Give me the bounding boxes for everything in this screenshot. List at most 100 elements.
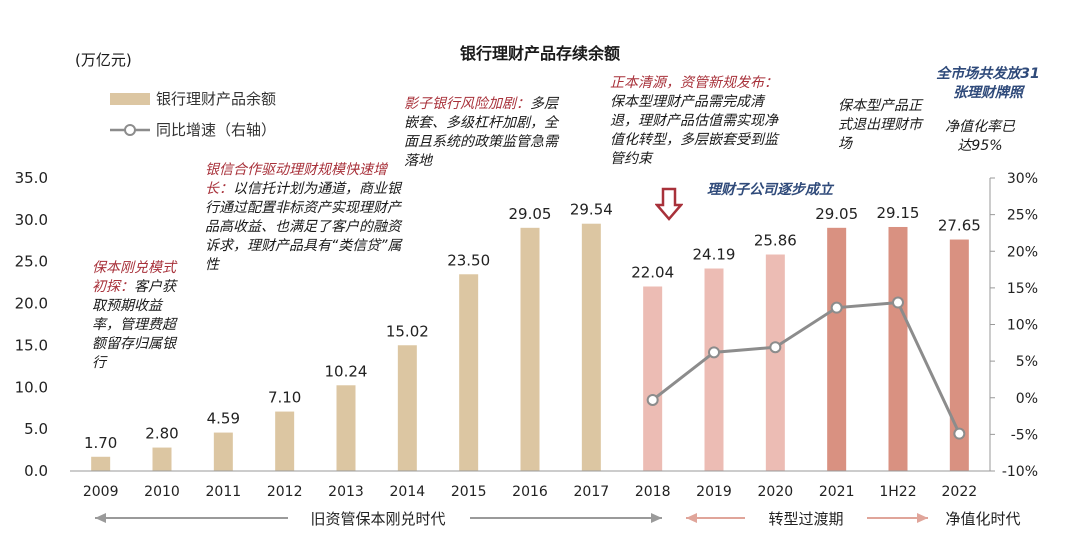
bar-label-2020: 25.86 bbox=[754, 232, 797, 250]
legend-line-swatch bbox=[110, 123, 150, 136]
bar-2012 bbox=[275, 411, 295, 471]
era-arrows: 旧资管保本刚兑时代 转型过渡期 净值化时代 bbox=[95, 510, 1021, 528]
right-tick-5%: 5% bbox=[1016, 354, 1038, 370]
growth-point-2021 bbox=[830, 301, 843, 314]
bar-2016 bbox=[520, 227, 540, 471]
annotation-guarantee-era: 保本刚兑模式初探：客户获取预期收益率，管理费超额留存归属银行 bbox=[92, 260, 176, 371]
era1-arrow-left-head-left bbox=[95, 513, 106, 523]
annotation-licenses: 全市场共发放31张理财牌照 bbox=[936, 66, 1040, 101]
bar-label-1H22: 29.15 bbox=[877, 204, 920, 222]
growth-line-series bbox=[646, 296, 966, 440]
era1-arrow-left bbox=[95, 513, 288, 523]
growth-point-2022 bbox=[953, 427, 966, 440]
down-arrow-icon bbox=[655, 187, 683, 221]
annotation-guaranteed-exit: 保本型产品正式退出理财市场 bbox=[838, 98, 922, 152]
x-tick-2017: 2017 bbox=[574, 484, 610, 500]
era1-arrow-right-head-right bbox=[651, 513, 662, 523]
bar-2022 bbox=[949, 239, 969, 471]
bar-2010 bbox=[152, 447, 172, 471]
bar-2020 bbox=[765, 254, 785, 471]
x-tick-2016: 2016 bbox=[512, 484, 548, 500]
bar-2009 bbox=[91, 456, 111, 471]
left-tick-20.0: 20.0 bbox=[15, 295, 48, 313]
x-tick-2021: 2021 bbox=[819, 484, 855, 500]
right-tick--10%: -10% bbox=[1002, 464, 1038, 480]
legend-line-label: 同比增速（右轴） bbox=[156, 121, 277, 139]
left-tick-10.0: 10.0 bbox=[15, 378, 48, 396]
chart-title: 银行理财产品存续余额 bbox=[459, 44, 620, 63]
right-tick-30%: 30% bbox=[1007, 171, 1038, 187]
left-tick-35.0: 35.0 bbox=[15, 169, 48, 187]
x-tick-2014: 2014 bbox=[390, 484, 426, 500]
bar-label-2009: 1.70 bbox=[84, 434, 117, 452]
bar-label-2022: 27.65 bbox=[938, 217, 981, 235]
axes: 0.0 5.0 10.0 15.0 20.0 25.0 30.0 35.0 -10% -5% 0% 5… bbox=[15, 169, 1038, 500]
bar-2015 bbox=[459, 274, 479, 471]
right-tick-25%: 25% bbox=[1007, 208, 1038, 224]
bar-2019 bbox=[704, 268, 724, 471]
left-axis-unit: (万亿元) bbox=[75, 51, 132, 69]
bar-label-2014: 15.02 bbox=[386, 322, 429, 340]
x-tick-2020: 2020 bbox=[758, 484, 794, 500]
bar-2017 bbox=[581, 223, 601, 471]
legend-bar: 银行理财产品余额 bbox=[110, 88, 276, 109]
growth-point-2020 bbox=[769, 341, 782, 354]
annotation-net-value-rate: 净值化率已达95% bbox=[945, 119, 1015, 154]
era1-arrow-right bbox=[470, 513, 662, 523]
bar-label-2019: 24.19 bbox=[693, 245, 736, 263]
right-tick-10%: 10% bbox=[1007, 318, 1038, 334]
bar-2014 bbox=[397, 345, 417, 471]
legend-line: 同比增速（右轴） bbox=[110, 119, 276, 140]
left-tick-0.0: 0.0 bbox=[24, 462, 48, 480]
left-tick-15.0: 15.0 bbox=[15, 336, 48, 354]
bar-label-2015: 23.50 bbox=[447, 251, 490, 269]
era2-arrow-left bbox=[686, 513, 745, 523]
left-tick-25.0: 25.0 bbox=[15, 253, 48, 271]
annotation-bank-trust: 银信合作驱动理财规模快速增长：以信托计划为通道，商业银行通过配置非标资产实现理财… bbox=[205, 162, 402, 273]
growth-point-2018 bbox=[646, 393, 659, 406]
x-tick-2009: 2009 bbox=[83, 484, 119, 500]
bar-label-2021: 29.05 bbox=[815, 205, 858, 223]
x-tick-2012: 2012 bbox=[267, 484, 303, 500]
left-tick-30.0: 30.0 bbox=[15, 211, 48, 229]
bar-label-2010: 2.80 bbox=[145, 425, 178, 443]
x-tick-1H22: 1H22 bbox=[879, 484, 916, 500]
bar-label-2012: 7.10 bbox=[268, 389, 301, 407]
left-tick-5.0: 5.0 bbox=[24, 420, 48, 438]
x-tick-2015: 2015 bbox=[451, 484, 487, 500]
right-tick-15%: 15% bbox=[1007, 281, 1038, 297]
bar-label-2013: 10.24 bbox=[325, 362, 368, 380]
bar-series: 1.70 2.80 4.59 7.10 10.24 15.02 23.50 29.05 29.5… bbox=[84, 201, 981, 471]
x-tick-2011: 2011 bbox=[206, 484, 242, 500]
x-tick-2010: 2010 bbox=[144, 484, 180, 500]
era1-label: 旧资管保本刚兑时代 bbox=[310, 510, 445, 528]
bar-2011 bbox=[213, 432, 233, 471]
bar-label-2011: 4.59 bbox=[207, 410, 240, 428]
bar-2021 bbox=[827, 227, 847, 471]
bar-label-2016: 29.05 bbox=[509, 205, 552, 223]
growth-line bbox=[651, 300, 961, 435]
growth-point-2019 bbox=[708, 346, 720, 359]
annotation-wealth-subsidiaries: 理财子公司逐步成立 bbox=[707, 182, 833, 198]
era2-arrow-left-head-left bbox=[686, 513, 697, 523]
era2-arrow-right-head-right bbox=[917, 513, 928, 523]
era3-label: 净值化时代 bbox=[945, 510, 1020, 528]
annotation-new-regulation: 正本清源，资管新规发布：保本型理财产品需完成清退，理财产品估值需实现净值化转型，… bbox=[610, 75, 778, 167]
x-tick-2019: 2019 bbox=[696, 484, 732, 500]
bar-2013 bbox=[336, 385, 356, 471]
bar-1H22 bbox=[888, 226, 908, 471]
legend-bar-label: 银行理财产品余额 bbox=[156, 90, 277, 108]
era2-arrow-right bbox=[867, 513, 928, 523]
right-tick--5%: -5% bbox=[1011, 427, 1038, 443]
right-tick-0%: 0% bbox=[1016, 391, 1038, 407]
bar-label-2018: 22.04 bbox=[631, 263, 674, 281]
right-tick-20%: 20% bbox=[1007, 244, 1038, 260]
annotation-shadow-banking: 影子银行风险加剧：多层嵌套、多级杠杆加剧，全面且系统的政策监管急需落地 bbox=[404, 96, 558, 169]
legend-bar-swatch bbox=[110, 92, 150, 105]
bar-label-2017: 29.54 bbox=[570, 201, 613, 219]
x-tick-2013: 2013 bbox=[328, 484, 364, 500]
x-tick-2022: 2022 bbox=[942, 484, 978, 500]
growth-point-1H22 bbox=[892, 296, 904, 309]
bar-2018 bbox=[643, 286, 663, 471]
